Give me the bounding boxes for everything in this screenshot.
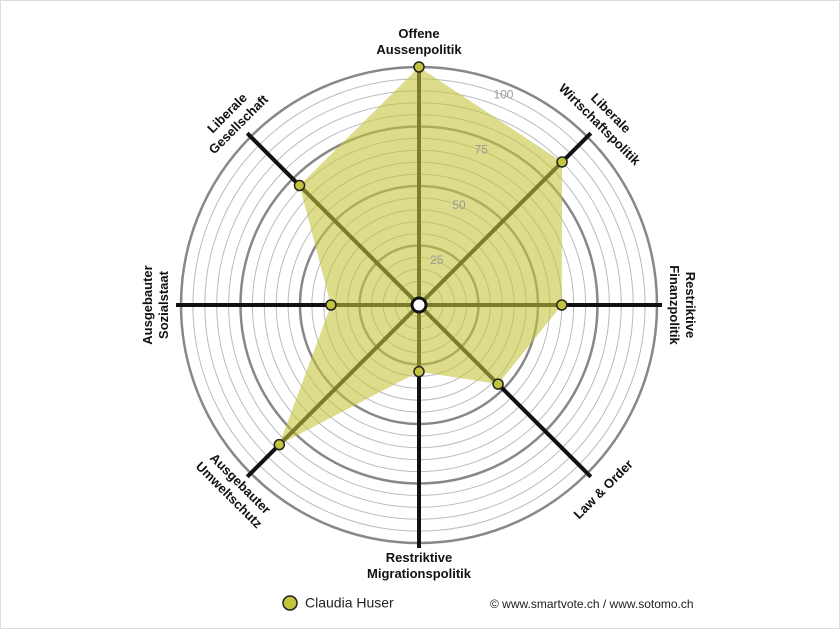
category-label: Offene Aussenpolitik — [376, 26, 462, 57]
radar-area — [279, 67, 563, 445]
legend-label: Claudia Huser — [305, 595, 394, 611]
data-point — [556, 299, 568, 311]
source: © www.smartvote.ch / www.sotomo.ch — [490, 597, 694, 611]
data-point — [413, 61, 425, 73]
category-label: AusgebauterSozialstaat — [140, 265, 171, 344]
legend-marker — [282, 595, 298, 611]
r-tick-label: 75 — [475, 143, 489, 157]
data-point — [492, 378, 504, 390]
data-point — [325, 299, 337, 311]
data-point — [293, 179, 306, 192]
center-hub — [410, 296, 428, 314]
r-tick-label: 25 — [430, 253, 444, 267]
data-point — [413, 365, 425, 378]
r-tick-label: 100 — [493, 88, 513, 102]
data-point — [273, 438, 286, 451]
category-label: Restriktive Migrationspolitik — [367, 550, 472, 581]
category-label: RestriktiveFinanzpolitik — [667, 265, 698, 345]
r-tick-label: 50 — [452, 198, 466, 212]
data-point — [556, 156, 568, 168]
